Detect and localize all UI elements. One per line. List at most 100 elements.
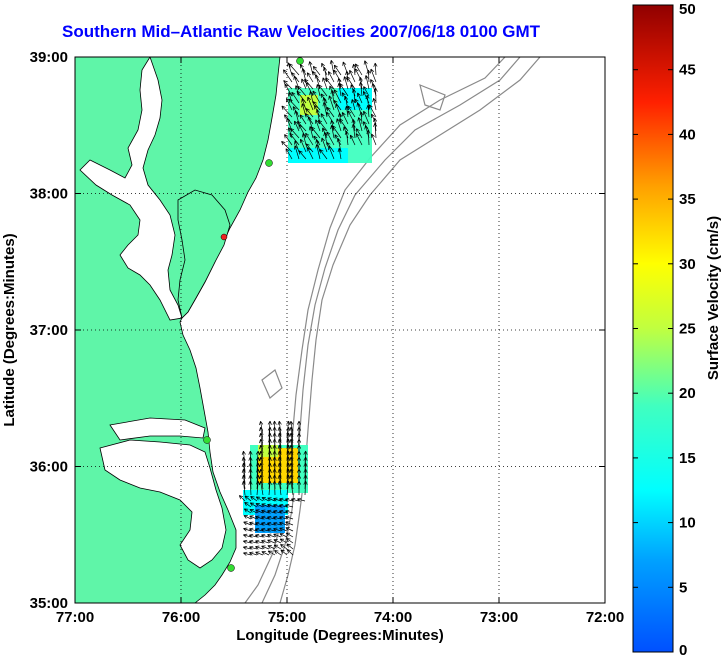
velocity-arrow <box>355 133 363 146</box>
velocity-arrow <box>308 61 314 76</box>
velocity-arrow <box>259 445 264 460</box>
velocity-arrow <box>301 133 307 146</box>
y-tick-label: 38:00 <box>30 186 68 203</box>
velocity-arrow <box>279 515 288 520</box>
colorbar-tick-label: 5 <box>679 579 687 596</box>
velocity-arrow <box>299 114 307 125</box>
velocity-arrow <box>279 503 288 508</box>
velocity-arrow <box>307 96 314 111</box>
velocity-arrow <box>305 143 314 153</box>
x-tick-label: 72:00 <box>586 609 624 626</box>
velocity-arrow <box>351 123 356 139</box>
velocity-arrow <box>267 527 276 532</box>
velocity-arrow <box>312 101 321 111</box>
velocity-arrow <box>284 83 293 97</box>
velocity-arrow <box>259 475 264 490</box>
velocity-arrow <box>289 462 294 478</box>
velocity-arrow <box>273 497 282 502</box>
velocity-arrow <box>322 102 328 118</box>
velocity-arrow <box>259 481 264 496</box>
velocity-arrow <box>285 497 294 502</box>
velocity-arrow <box>280 544 288 550</box>
velocity-arrow <box>259 457 264 472</box>
velocity-arrow <box>243 508 252 514</box>
velocity-arrow <box>267 515 276 520</box>
velocity-arrow <box>328 145 335 160</box>
velocity-arrow <box>373 122 378 139</box>
x-axis-title: Longitude (Degrees:Minutes) <box>236 627 444 644</box>
velocity-arrow <box>303 480 308 496</box>
velocity-arrow <box>243 551 252 556</box>
albemarle-sound <box>109 417 206 441</box>
velocity-arrow <box>261 527 270 532</box>
velocity-arrow <box>243 527 252 532</box>
velocity-arrow <box>267 480 272 496</box>
velocity-arrow <box>297 497 306 502</box>
velocity-arrow <box>261 497 270 502</box>
velocity-arrow <box>273 515 282 520</box>
velocity-arrow <box>296 121 307 132</box>
velocity-arrow <box>279 497 288 502</box>
velocity-arrow <box>289 432 294 448</box>
velocity-arrow <box>341 112 349 125</box>
chesapeake-bay <box>79 57 183 321</box>
velocity-arrow <box>349 134 356 146</box>
velocity-arrow <box>290 127 300 139</box>
velocity-arrow <box>279 509 288 514</box>
velocity-arrow <box>288 63 300 76</box>
velocity-arrow <box>267 497 276 502</box>
y-tick-label: 39:00 <box>30 49 68 66</box>
x-tick-label: 74:00 <box>374 609 412 626</box>
velocity-arrow <box>286 549 294 556</box>
colorbar-tick-label: 30 <box>679 256 696 273</box>
velocity-arrow <box>259 451 264 466</box>
velocity-arrow <box>354 63 363 76</box>
x-tick-label: 73:00 <box>480 609 518 626</box>
velocity-arrow <box>306 72 314 83</box>
velocity-arrow <box>267 533 276 538</box>
velocity-arrow <box>259 427 264 442</box>
coverage-north-patch <box>300 95 318 115</box>
velocity-arrow <box>244 501 252 508</box>
pamlico-sound <box>99 439 227 569</box>
velocity-arrow <box>373 87 378 104</box>
colorbar <box>632 4 674 653</box>
velocity-arrow <box>354 98 363 111</box>
velocity-arrow <box>289 444 294 460</box>
colorbar-tick-label: 50 <box>679 1 696 18</box>
velocity-arrow <box>289 474 294 490</box>
velocity-arrow <box>363 86 370 97</box>
velocity-arrow <box>319 149 328 160</box>
velocity-arrow <box>283 69 293 83</box>
velocity-arrow <box>309 91 314 104</box>
velocity-arrow <box>372 98 377 111</box>
velocity-arrow <box>359 111 364 125</box>
x-axis: 77:00 76:00 75:00 74:00 73:00 72:00 <box>56 57 624 626</box>
velocity-arrow <box>241 480 246 496</box>
velocity-arrow <box>329 60 335 76</box>
velocity-arrow <box>289 438 294 454</box>
colorbar-tick-label: 40 <box>679 126 696 143</box>
velocity-arrow <box>267 550 276 556</box>
velocity-field <box>238 60 378 556</box>
velocity-arrow <box>285 527 294 532</box>
velocity-arrow <box>277 480 282 496</box>
velocity-arrow <box>249 533 258 538</box>
x-tick-label: 75:00 <box>268 609 306 626</box>
velocity-arrow <box>249 527 258 532</box>
y-tick-label: 35:00 <box>30 595 68 612</box>
velocity-arrow <box>312 66 321 76</box>
velocity-arrow <box>279 538 288 544</box>
velocity-arrow <box>305 108 314 118</box>
velocity-arrow <box>325 77 335 90</box>
velocity-arrow <box>289 420 294 436</box>
velocity-arrow <box>267 521 276 526</box>
velocity-arrow <box>355 128 363 139</box>
velocity-arrow <box>289 450 294 466</box>
station-marker <box>265 159 273 167</box>
velocity-arrow <box>299 138 307 153</box>
velocity-arrow <box>289 468 294 484</box>
velocity-arrow <box>243 539 252 544</box>
velocity-arrow <box>370 133 377 146</box>
